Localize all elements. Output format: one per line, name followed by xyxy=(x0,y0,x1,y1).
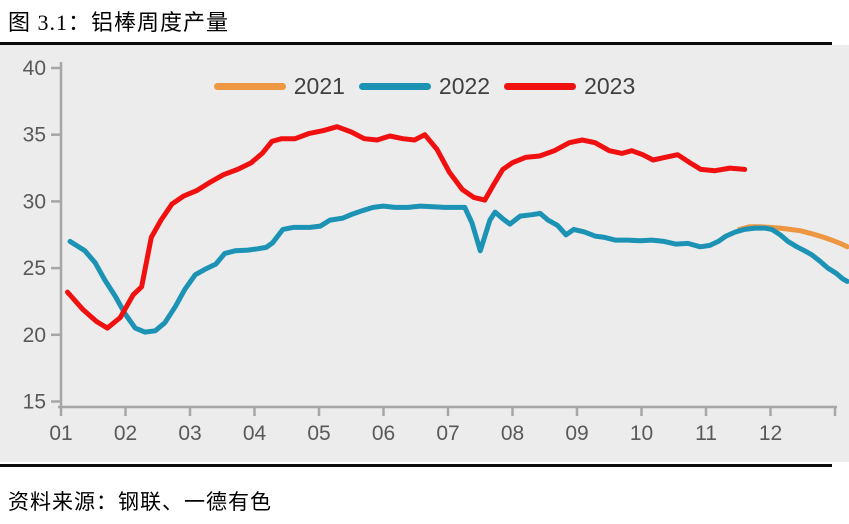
x-axis-tick-label: 04 xyxy=(243,422,267,445)
legend-label: 2022 xyxy=(438,73,491,99)
y-axis-tick-label: 40 xyxy=(23,57,46,80)
chart-panel: 15 20 25 30 35 40 01 02 03 04 05 06 07 08 09 10 11 12 202… xyxy=(0,45,849,462)
x-axis-tick-label: 03 xyxy=(178,422,201,445)
x-axis-tick-label: 10 xyxy=(630,422,653,445)
legend-swatch-2022-icon xyxy=(358,83,431,90)
x-axis-tick-label: 02 xyxy=(114,422,137,445)
x-axis-tick-label: 07 xyxy=(436,422,459,445)
x-axis-tick-label: 08 xyxy=(501,422,524,445)
x-axis-tick-label: 01 xyxy=(49,422,72,445)
y-axis-tick-label: 30 xyxy=(23,190,46,213)
x-axis-tick-label: 05 xyxy=(307,422,330,445)
y-axis-tick-label: 15 xyxy=(23,391,46,414)
x-axis-tick-label: 11 xyxy=(695,422,717,445)
series-line-2022 xyxy=(67,203,849,335)
legend-item-2022: 2022 xyxy=(358,73,491,99)
x-axis-tick-label: 09 xyxy=(565,422,588,445)
legend-swatch-2021-icon xyxy=(213,83,286,90)
x-axis-tick-label: 12 xyxy=(759,422,782,445)
weekly-production-line-chart: 15 20 25 30 35 40 01 02 03 04 05 06 07 08 09 10 11 12 xyxy=(23,57,849,445)
y-axis-tick-label: 20 xyxy=(23,324,46,347)
x-axis-tick-label: 06 xyxy=(372,422,395,445)
legend-item-2021: 2021 xyxy=(213,73,345,99)
series-line-2023 xyxy=(65,124,748,331)
y-axis-tick-label: 25 xyxy=(23,257,46,280)
figure-title: 图 3.1：铝棒周度产量 xyxy=(8,10,230,35)
source-divider xyxy=(0,464,832,467)
legend-item-2023: 2023 xyxy=(504,75,635,98)
legend-label: 2023 xyxy=(584,73,636,99)
legend-label: 2021 xyxy=(293,73,345,99)
source-text: 资料来源：钢联、一德有色 xyxy=(8,490,272,514)
title-divider xyxy=(0,42,832,45)
chart-legend: 2021 2022 2023 xyxy=(0,75,849,98)
y-axis-tick-label: 35 xyxy=(23,124,46,147)
legend-swatch-2023-icon xyxy=(504,83,577,90)
